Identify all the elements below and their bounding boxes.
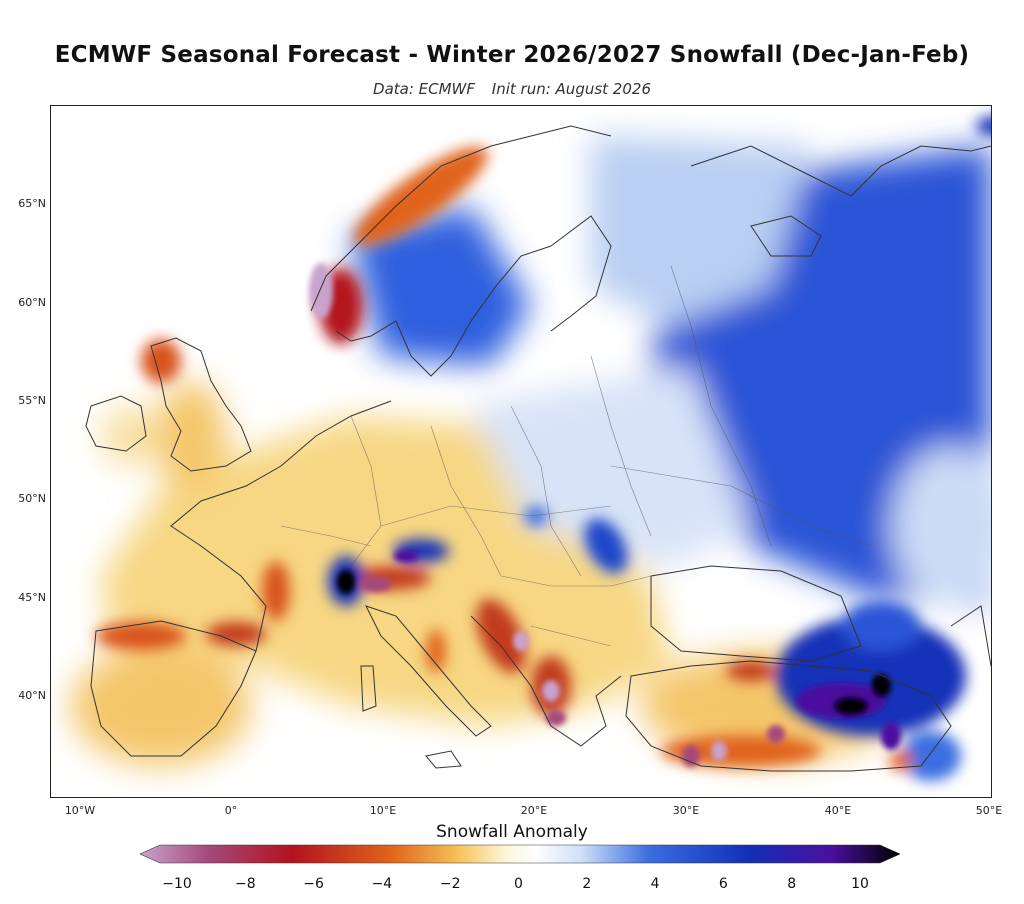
map-panel — [50, 105, 992, 798]
lon-label-30e: 30°E — [672, 804, 700, 817]
colorbar-gradient — [140, 844, 900, 864]
lon-label-20e: 20°E — [520, 804, 548, 817]
colorbar — [140, 844, 900, 864]
lat-label-40n: 40°N — [18, 689, 46, 702]
map-title: ECMWF Seasonal Forecast - Winter 2026/20… — [54, 42, 970, 68]
lat-label-50n: 50°N — [18, 492, 46, 505]
init-run-label: Init run: August 2026 — [491, 80, 651, 98]
colorbar-tick-label: 8 — [787, 876, 797, 892]
lat-label-45n: 45°N — [18, 591, 46, 604]
colorbar-title: Snowfall Anomaly — [436, 822, 588, 842]
lat-label-60n: 60°N — [18, 296, 46, 309]
lon-label-0: 0° — [224, 804, 238, 817]
colorbar-tick-label: 2 — [582, 876, 592, 892]
map-subtitle: Data: ECMWF Init run: August 2026 — [0, 80, 1024, 98]
country-borders — [280, 265, 872, 647]
data-source-label: Data: ECMWF — [373, 80, 476, 98]
lon-label-10e: 10°E — [369, 804, 397, 817]
colorbar-tick-label: −4 — [371, 876, 393, 892]
colorbar-tick-label: −2 — [439, 876, 461, 892]
anomaly-field-detail — [96, 116, 991, 781]
anomaly-cores — [309, 263, 901, 767]
map-svg — [51, 106, 991, 797]
colorbar-tick-label: −10 — [162, 876, 192, 892]
colorbar-tick-label: 6 — [718, 876, 728, 892]
colorbar-tick-label: −8 — [234, 876, 256, 892]
lon-label-50e: 50°E — [975, 804, 1003, 817]
lat-label-65n: 65°N — [18, 197, 46, 210]
colorbar-tick-label: 4 — [650, 876, 660, 892]
colorbar-tick-label: 0 — [514, 876, 523, 892]
anomaly-field-broad — [71, 136, 991, 766]
colorbar-tick-label: 10 — [851, 876, 869, 892]
lat-label-55n: 55°N — [18, 394, 46, 407]
colorbar-tick-label: −6 — [303, 876, 324, 892]
lon-label-40e: 40°E — [824, 804, 852, 817]
lon-label-10w: 10°W — [64, 804, 96, 817]
coastlines — [85, 125, 991, 772]
